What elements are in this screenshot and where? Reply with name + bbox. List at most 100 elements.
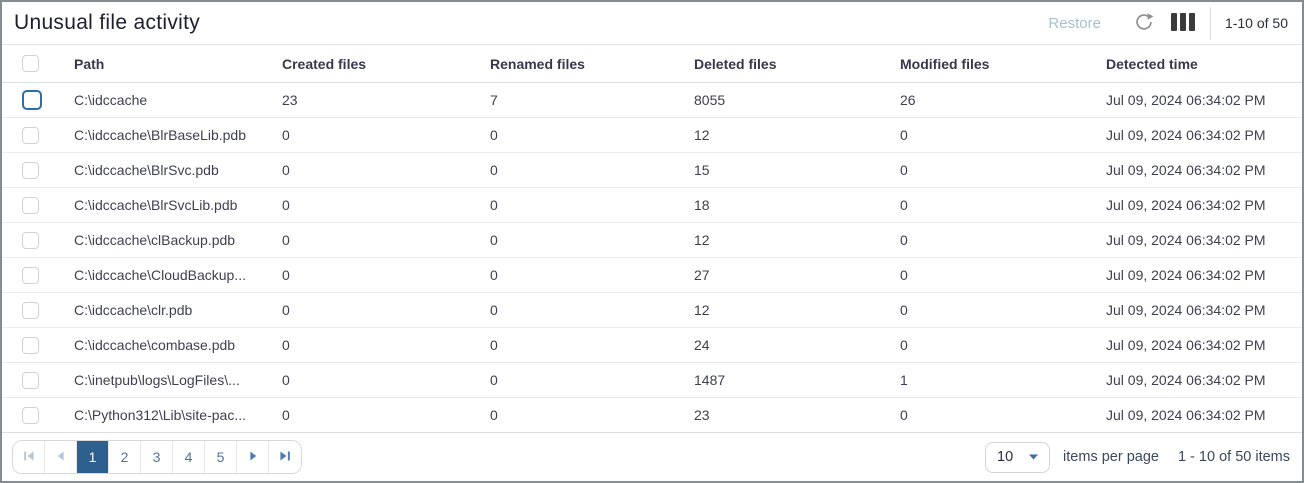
cell-created-files: 0 <box>282 337 290 353</box>
last-page-button[interactable] <box>269 441 301 473</box>
page-button-2[interactable]: 2 <box>109 441 141 473</box>
cell-deleted-files: 24 <box>694 337 710 353</box>
first-page-icon <box>21 448 37 467</box>
cell-renamed-files: 0 <box>490 127 498 143</box>
column-header-created-files[interactable]: Created files <box>282 55 367 72</box>
row-checkbox[interactable] <box>22 301 39 319</box>
row-select-cell <box>2 161 74 179</box>
cell-deleted-files: 18 <box>694 197 710 213</box>
refresh-button[interactable] <box>1131 10 1157 36</box>
table-row: C:\idccache\BlrBaseLib.pdb 0 0 12 0 Jul … <box>2 118 1302 153</box>
cell-created-files: 0 <box>282 232 290 248</box>
row-checkbox[interactable] <box>22 90 42 110</box>
cell-modified-files: 0 <box>900 337 908 353</box>
cell-renamed-files: 0 <box>490 407 498 423</box>
cell-path: C:\idccache\clr.pdb <box>74 302 193 318</box>
cell-modified-files: 0 <box>900 197 908 213</box>
cell-path: C:\idccache\BlrSvcLib.pdb <box>74 197 238 213</box>
pager-range-label: 1 - 10 of 50 items <box>1177 449 1290 465</box>
table-row: C:\idccache\CloudBackup... 0 0 27 0 Jul … <box>2 258 1302 293</box>
cell-modified-files: 1 <box>900 372 908 388</box>
page-button-4[interactable]: 4 <box>173 441 205 473</box>
column-header-renamed-files[interactable]: Renamed files <box>490 55 585 72</box>
page-button-5[interactable]: 5 <box>205 441 237 473</box>
row-checkbox[interactable] <box>22 161 39 179</box>
restore-button[interactable]: Restore <box>1048 14 1101 32</box>
cell-renamed-files: 0 <box>490 267 498 283</box>
toolbar-actions: Restore 1-10 o <box>1048 6 1292 40</box>
table-row: C:\idccache\BlrSvcLib.pdb 0 0 18 0 Jul 0… <box>2 188 1302 223</box>
items-per-page-label: items per page <box>1063 449 1159 465</box>
cell-created-files: 0 <box>282 372 290 388</box>
next-page-icon <box>245 448 261 467</box>
cell-path: C:\idccache\CloudBackup... <box>74 267 246 283</box>
cell-renamed-files: 0 <box>490 162 498 178</box>
previous-page-button[interactable] <box>45 441 77 473</box>
page-buttons-group: 1 2 3 4 5 <box>12 440 302 474</box>
cell-deleted-files: 12 <box>694 232 710 248</box>
previous-page-icon <box>53 448 69 467</box>
row-select-cell <box>2 336 74 354</box>
cell-renamed-files: 0 <box>490 302 498 318</box>
page-size-select[interactable]: 10 <box>985 441 1051 473</box>
cell-path: C:\Python312\Lib\site-pac... <box>74 407 246 423</box>
cell-detected-time: Jul 09, 2024 06:34:02 PM <box>1106 232 1266 248</box>
column-header-deleted-files[interactable]: Deleted files <box>694 55 777 72</box>
cell-modified-files: 26 <box>900 92 916 108</box>
cell-modified-files: 0 <box>900 302 908 318</box>
cell-created-files: 0 <box>282 302 290 318</box>
select-all-cell <box>2 55 74 72</box>
cell-renamed-files: 0 <box>490 372 498 388</box>
table-row: C:\idccache 23 7 8055 26 Jul 09, 2024 06… <box>2 83 1302 118</box>
cell-detected-time: Jul 09, 2024 06:34:02 PM <box>1106 197 1266 213</box>
cell-path: C:\idccache\BlrBaseLib.pdb <box>74 127 246 143</box>
row-checkbox[interactable] <box>22 406 39 424</box>
column-chooser-button[interactable] <box>1170 10 1196 36</box>
cell-modified-files: 0 <box>900 127 908 143</box>
cell-renamed-files: 0 <box>490 197 498 213</box>
cell-renamed-files: 7 <box>490 92 498 108</box>
table-row: C:\Python312\Lib\site-pac... 0 0 23 0 Ju… <box>2 398 1302 433</box>
row-checkbox[interactable] <box>22 231 39 249</box>
page-button-1[interactable]: 1 <box>77 441 109 473</box>
row-select-cell <box>2 266 74 284</box>
cell-created-files: 0 <box>282 267 290 283</box>
table-row: C:\idccache\BlrSvc.pdb 0 0 15 0 Jul 09, … <box>2 153 1302 188</box>
cell-path: C:\idccache\combase.pdb <box>74 337 236 353</box>
next-page-button[interactable] <box>237 441 269 473</box>
cell-detected-time: Jul 09, 2024 06:34:02 PM <box>1106 372 1266 388</box>
cell-deleted-files: 1487 <box>694 372 726 388</box>
cell-deleted-files: 27 <box>694 267 710 283</box>
column-header-path[interactable]: Path <box>74 55 105 72</box>
cell-modified-files: 0 <box>900 407 908 423</box>
file-activity-table: Path Created files Renamed files Deleted… <box>2 45 1302 433</box>
row-checkbox[interactable] <box>22 196 39 214</box>
cell-created-files: 0 <box>282 127 290 143</box>
row-checkbox[interactable] <box>22 266 39 284</box>
table-header-row: Path Created files Renamed files Deleted… <box>2 45 1302 83</box>
cell-detected-time: Jul 09, 2024 06:34:02 PM <box>1106 162 1266 178</box>
cell-detected-time: Jul 09, 2024 06:34:02 PM <box>1106 267 1266 283</box>
first-page-button[interactable] <box>13 441 45 473</box>
cell-renamed-files: 0 <box>490 232 498 248</box>
cell-modified-files: 0 <box>900 232 908 248</box>
cell-created-files: 23 <box>282 92 298 108</box>
row-checkbox[interactable] <box>22 336 39 354</box>
column-header-detected-time[interactable]: Detected time <box>1106 55 1198 72</box>
cell-detected-time: Jul 09, 2024 06:34:02 PM <box>1106 127 1266 143</box>
toolbar-range-label: 1-10 of 50 <box>1224 15 1288 31</box>
row-checkbox[interactable] <box>22 126 39 144</box>
select-all-checkbox[interactable] <box>22 55 39 72</box>
column-header-modified-files[interactable]: Modified files <box>900 55 990 72</box>
row-checkbox[interactable] <box>22 371 39 389</box>
pager-info: 10 items per page 1 - 10 of 50 items <box>985 441 1290 473</box>
cell-detected-time: Jul 09, 2024 06:34:02 PM <box>1106 302 1266 318</box>
table-row: C:\inetpub\logs\LogFiles\... 0 0 1487 1 … <box>2 363 1302 398</box>
toolbar-divider <box>1209 6 1211 40</box>
table-pager: 1 2 3 4 5 <box>2 433 1302 481</box>
page-button-3[interactable]: 3 <box>141 441 173 473</box>
cell-deleted-files: 15 <box>694 162 710 178</box>
cell-path: C:\idccache\BlrSvc.pdb <box>74 162 219 178</box>
cell-modified-files: 0 <box>900 267 908 283</box>
